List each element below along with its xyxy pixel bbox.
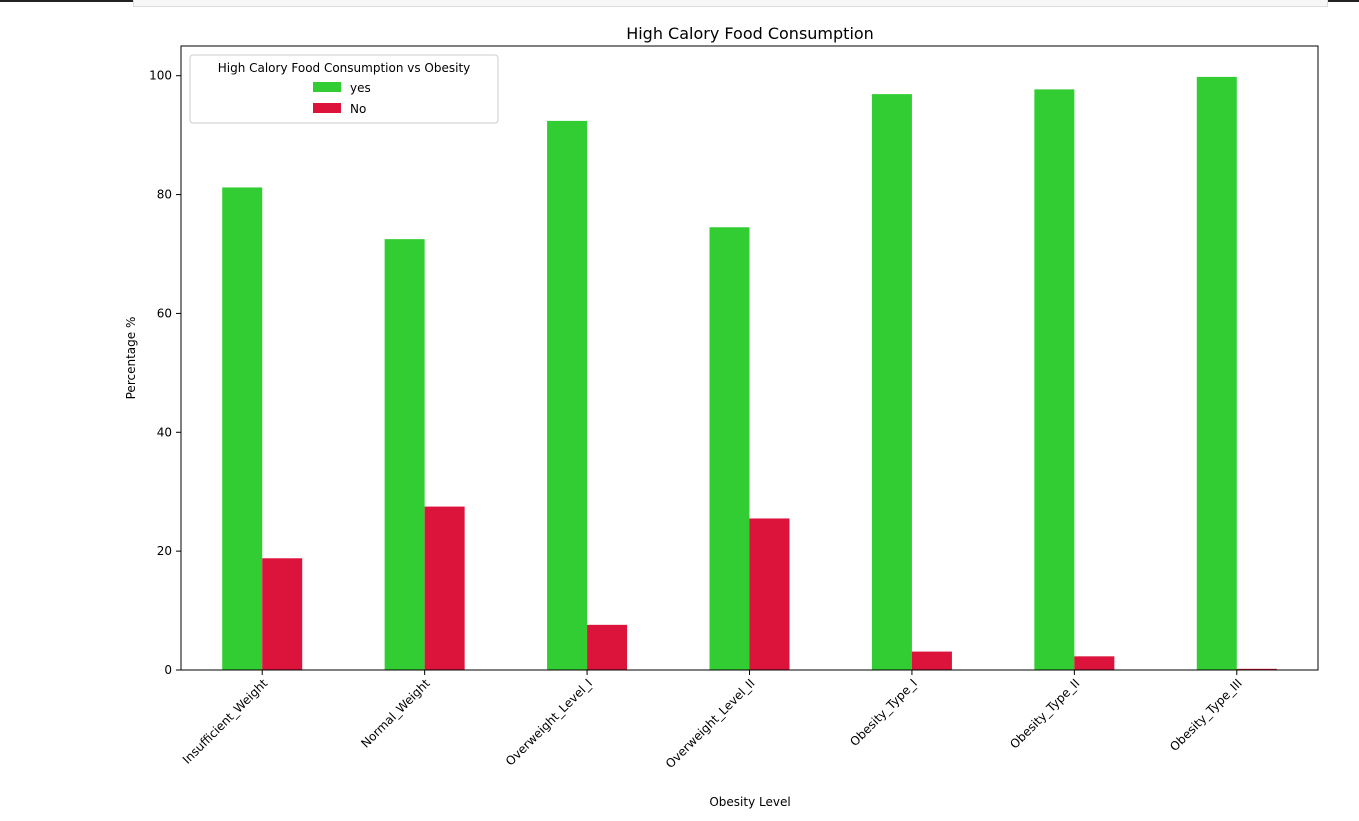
bar-no-insufficient-weight [262,558,303,670]
legend-label-yes: yes [350,81,371,95]
bar-no-overweight-level-i [587,624,628,670]
x-tick-label-obesity-type-ii: Obesity_Type_II [1007,676,1082,751]
x-tick-label-overweight-level-i: Overweight_Level_I [503,676,595,768]
bar-yes-obesity-type-ii [1034,89,1075,670]
y-tick-label-60: 60 [157,306,172,320]
bar-yes-normal-weight [384,239,425,670]
legend-title: High Calory Food Consumption vs Obesity [218,61,471,75]
x-axis-label: Obesity Level [709,795,790,809]
bar-no-normal-weight [424,506,465,670]
bar-yes-insufficient-weight [222,187,263,670]
plot-frame [180,45,1319,671]
x-tick-label-obesity-type-i: Obesity_Type_I [847,676,920,749]
bar-no-obesity-type-iii [1236,668,1277,670]
legend-label-no: No [350,102,366,116]
legend-box [189,54,499,124]
bars-group [222,76,1277,671]
bar-yes-overweight-level-i [547,120,588,670]
legend-swatch-no [313,103,341,113]
bar-no-obesity-type-i [911,651,952,670]
legend-swatch-yes [313,82,341,92]
y-tick-label-0: 0 [164,663,172,677]
x-tick-label-normal-weight: Normal_Weight [358,676,433,751]
legend: High Calory Food Consumption vs Obesity … [189,54,499,124]
notebook-cell-frame [133,0,1328,7]
bar-yes-obesity-type-iii [1196,76,1237,671]
y-tick-label-40: 40 [157,425,172,439]
bar-no-overweight-level-ii [749,518,790,670]
y-tick-label-100: 100 [149,69,172,83]
bar-yes-obesity-type-i [871,94,912,670]
x-tick-label-overweight-level-ii: Overweight_Level_II [663,676,758,771]
chart-title: High Calory Food Consumption [626,24,874,43]
bar-yes-overweight-level-ii [709,227,750,670]
y-axis-label: Percentage % [124,317,138,400]
y-tick-label-20: 20 [157,544,172,558]
bar-no-obesity-type-ii [1074,656,1115,670]
x-tick-label-obesity-type-iii: Obesity_Type_III [1167,676,1245,754]
x-tick-label-insufficient-weight: Insufficient_Weight [180,676,271,767]
y-axis: 0 20 40 60 80 100 [149,69,181,677]
x-axis: Insufficient_Weight Normal_Weight Overweig… [180,670,1245,771]
y-tick-label-80: 80 [157,188,172,202]
